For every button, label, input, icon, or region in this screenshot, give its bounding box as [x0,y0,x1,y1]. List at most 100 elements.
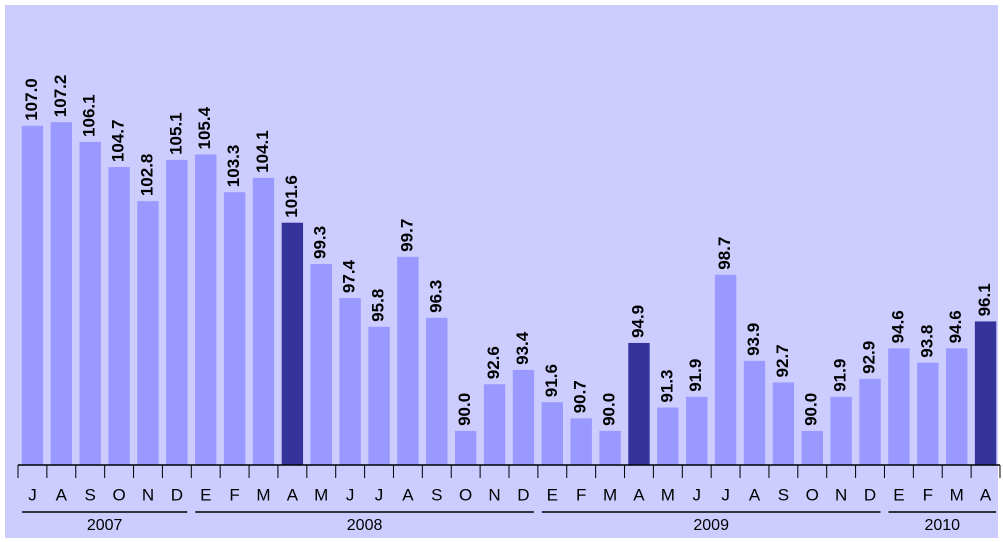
bar [483,384,506,465]
x-tick-label: F [229,485,239,504]
value-label: 90.0 [455,393,474,426]
bar [570,418,592,465]
value-label: 106.1 [80,94,99,137]
x-tick-label: O [806,485,819,504]
bar [512,369,535,465]
value-label: 96.1 [975,283,994,316]
x-tick-label: M [603,485,617,504]
x-tick-label: J [692,485,701,504]
x-tick-label: M [314,485,328,504]
x-tick-label: A [980,485,992,504]
x-tick-label: J [28,485,37,504]
x-tick-label: E [200,485,211,504]
x-tick-label: D [517,485,529,504]
x-tick-label: J [346,485,355,504]
bar [454,430,477,465]
value-label: 103.3 [224,145,243,188]
value-label: 99.3 [311,226,330,259]
bar [79,141,101,465]
bar [714,274,737,465]
x-tick-label: A [402,485,414,504]
bar [137,201,159,466]
value-label: 107.2 [51,75,70,118]
value-label: 94.9 [628,305,647,338]
value-label: 90.0 [600,393,619,426]
value-label: 97.4 [340,259,359,293]
value-label: 93.4 [513,331,532,365]
value-label: 91.9 [686,359,705,392]
value-label: 92.9 [860,341,879,374]
bar [252,177,275,465]
value-label: 99.7 [397,219,416,252]
x-tick-label: O [459,485,472,504]
value-label: 96.3 [426,280,445,313]
bar [339,298,361,465]
bar [657,407,679,465]
value-label: 105.4 [195,106,214,149]
bar [888,348,910,465]
bar [108,167,130,465]
bar [599,430,621,465]
bar [223,192,246,465]
value-label: 101.6 [282,175,301,218]
bar [195,154,217,466]
value-label: 98.7 [715,237,734,270]
x-tick-label: J [375,485,384,504]
bar [50,122,73,466]
x-tick-label: E [893,485,904,504]
x-tick-label: N [835,485,847,504]
value-label: 92.6 [484,346,503,379]
bar [310,263,332,465]
year-label: 2007 [87,517,123,534]
bar [686,396,708,465]
bar [397,256,419,465]
bar [628,342,650,465]
x-tick-label: S [431,485,442,504]
x-tick-label: M [256,485,270,504]
x-tick-label: M [661,485,675,504]
bar [368,326,390,465]
value-label: 105.1 [166,112,185,155]
bar [945,348,968,465]
x-tick-label: A [749,485,761,504]
bar [859,378,881,465]
year-label: 2008 [347,517,383,534]
x-tick-label: E [547,485,558,504]
x-tick-label: N [488,485,500,504]
value-label: 91.9 [831,359,850,392]
x-tick-label: F [576,485,586,504]
value-label: 94.6 [946,310,965,343]
bar [974,321,997,465]
x-tick-label: A [56,485,68,504]
bar [830,396,852,465]
value-label: 93.9 [744,323,763,356]
x-tick-label: F [923,485,933,504]
x-tick-label: O [112,485,125,504]
x-tick-label: S [85,485,96,504]
year-label: 2009 [693,517,729,534]
bar [772,382,795,465]
bar [541,402,564,465]
value-label: 94.6 [888,310,907,343]
value-label: 95.8 [369,289,388,322]
x-tick-label: A [287,485,299,504]
value-label: 90.0 [802,393,821,426]
x-tick-label: A [633,485,645,504]
bar [281,222,304,465]
x-tick-label: D [864,485,876,504]
x-tick-label: J [721,485,730,504]
bar [21,125,44,465]
value-label: 93.8 [917,325,936,358]
bar [743,360,766,465]
value-label: 104.7 [109,120,128,163]
x-tick-label: N [142,485,154,504]
value-label: 92.7 [773,344,792,377]
x-tick-label: S [778,485,789,504]
value-label: 90.7 [571,380,590,413]
x-tick-label: D [171,485,183,504]
value-label: 91.6 [542,364,561,397]
bar [801,430,823,465]
value-label: 104.1 [253,130,272,173]
bar [426,317,448,465]
